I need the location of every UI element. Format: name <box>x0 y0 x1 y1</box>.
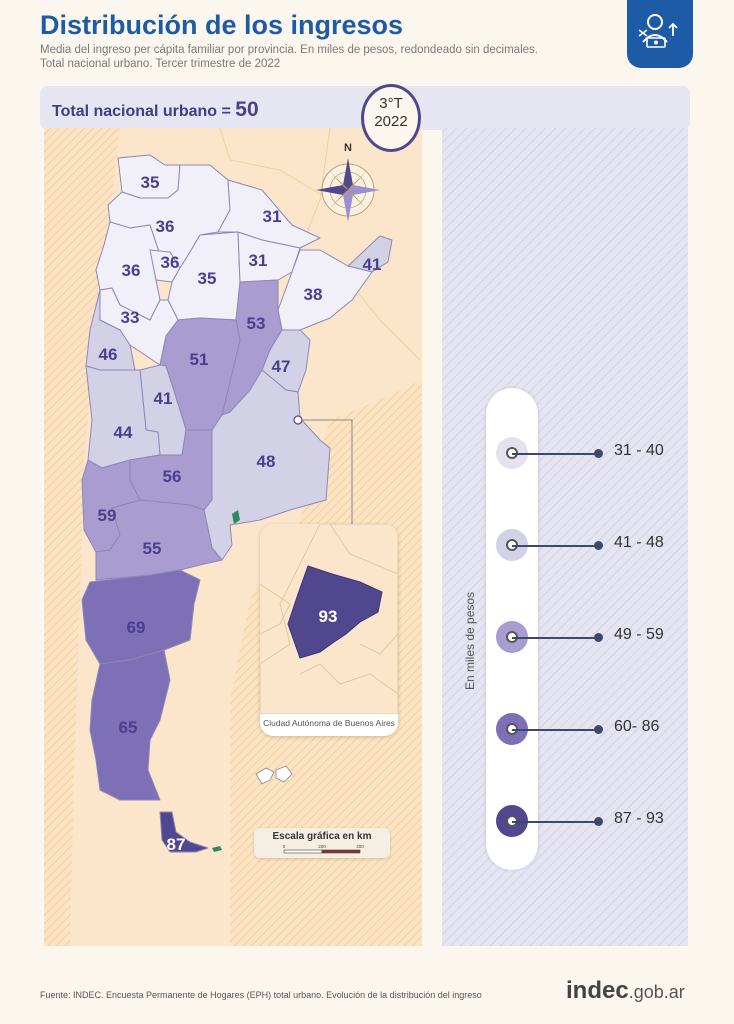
province-label-chaco: 31 <box>249 251 268 270</box>
isla-de-los-estados <box>212 846 222 852</box>
legend-item-3: 49 - 59 <box>496 621 716 653</box>
legend-range-2: 41 - 48 <box>614 534 664 551</box>
legend-item-4: 60- 86 <box>496 713 716 745</box>
legend-unit-label: En miles de pesos <box>463 591 477 690</box>
province-label-tierra-del-fuego: 87 <box>167 835 186 854</box>
province-label-jujuy: 35 <box>141 173 160 192</box>
source-note: Fuente: INDEC. Encuesta Permanente de Ho… <box>40 990 482 1000</box>
legend-item-2: 41 - 48 <box>496 529 716 561</box>
subtitle-line-1: Media del ingreso per cápita familiar po… <box>40 44 538 56</box>
total-national-value: 50 <box>235 98 259 121</box>
legend-panel-bg <box>442 128 688 946</box>
legend-swatch-5 <box>496 805 528 837</box>
province-label-san-luis: 41 <box>154 389 173 408</box>
total-national-label: Total nacional urbano = 50 <box>52 98 259 122</box>
province-label-buenos-aires: 48 <box>257 452 276 471</box>
province-santa-cruz[interactable] <box>89 649 171 801</box>
province-chubut[interactable] <box>81 569 201 665</box>
period-badge: 3°T 2022 <box>361 84 421 152</box>
compass-north-label: N <box>344 142 352 154</box>
compass-rose-icon: N <box>316 142 380 222</box>
province-label-la-rioja: 33 <box>121 308 140 327</box>
province-label-catamarca: 36 <box>122 261 141 280</box>
province-label-corrientes: 38 <box>304 285 323 304</box>
scale-graphic: 0 200 400 <box>283 844 364 854</box>
province-label-misiones: 41 <box>363 255 382 274</box>
province-label-santa-fe: 53 <box>247 314 266 333</box>
caba-shape[interactable] <box>287 565 383 659</box>
legend-range-3: 49 - 59 <box>614 626 664 643</box>
province-label-neuquen: 59 <box>98 506 117 525</box>
income-distribution-logo-icon <box>627 0 693 68</box>
caba-pointer-line <box>302 419 353 524</box>
province-label-rio-negro: 55 <box>143 539 162 558</box>
province-label-cordoba: 51 <box>190 350 209 369</box>
scale-title: Escala gráfica en km <box>272 831 372 842</box>
legend-range-5: 87 - 93 <box>614 810 664 827</box>
isla-martin-garcia <box>232 510 240 524</box>
period-year: 2022 <box>374 113 408 130</box>
caba-value-label: 93 <box>319 607 338 626</box>
province-tierra-del-fuego[interactable] <box>159 811 209 853</box>
province-label-santiago-del-estero: 35 <box>198 269 217 288</box>
page-title: Distribución de los ingresos <box>40 10 404 40</box>
caba-inset: 93 Ciudad Autónoma de Buenos Aires <box>260 524 398 736</box>
province-label-salta: 36 <box>156 217 175 236</box>
province-label-chubut: 69 <box>127 618 146 637</box>
caba-marker <box>293 415 303 425</box>
scale-tick-0: 0 <box>283 844 286 849</box>
province-label-san-juan: 46 <box>99 345 118 364</box>
subtitle-line-2: Total nacional urbano. Tercer trimestre … <box>40 58 281 70</box>
scale-bar: Escala gráfica en km 0 200 400 <box>254 828 390 858</box>
malvinas-islands <box>255 765 293 785</box>
legend-item-5: 87 - 93 <box>496 805 716 837</box>
period-quarter: 3°T <box>379 95 403 112</box>
legend-range-1: 31 - 40 <box>614 442 664 459</box>
legend-item-1: 31 - 40 <box>496 437 716 469</box>
province-label-entre-rios: 47 <box>272 357 291 376</box>
province-label-tucuman: 36 <box>161 253 180 272</box>
indec-brand-suffix: .gob.ar <box>628 982 685 1002</box>
province-rio-negro[interactable] <box>95 499 223 581</box>
scale-tick-2: 400 <box>356 844 364 849</box>
caba-inset-label: Ciudad Autónoma de Buenos Aires <box>263 718 395 728</box>
total-national-text: Total nacional urbano = <box>52 103 236 120</box>
caba-inset-map: 93 <box>260 524 398 736</box>
indec-brand-main: indec <box>566 977 629 1004</box>
legend-range-4: 60- 86 <box>614 718 660 735</box>
page-subtitle: Media del ingreso per cápita familiar po… <box>40 43 538 71</box>
scale-tick-1: 200 <box>318 844 326 849</box>
province-mendoza[interactable] <box>85 365 161 469</box>
province-label-santa-cruz: 65 <box>119 718 138 737</box>
province-label-la-pampa: 56 <box>163 467 182 486</box>
indec-brand[interactable]: indec.gob.ar <box>566 977 685 1005</box>
province-label-mendoza: 44 <box>114 423 133 442</box>
province-label-formosa: 31 <box>263 207 282 226</box>
map-ocean-west <box>44 128 120 946</box>
